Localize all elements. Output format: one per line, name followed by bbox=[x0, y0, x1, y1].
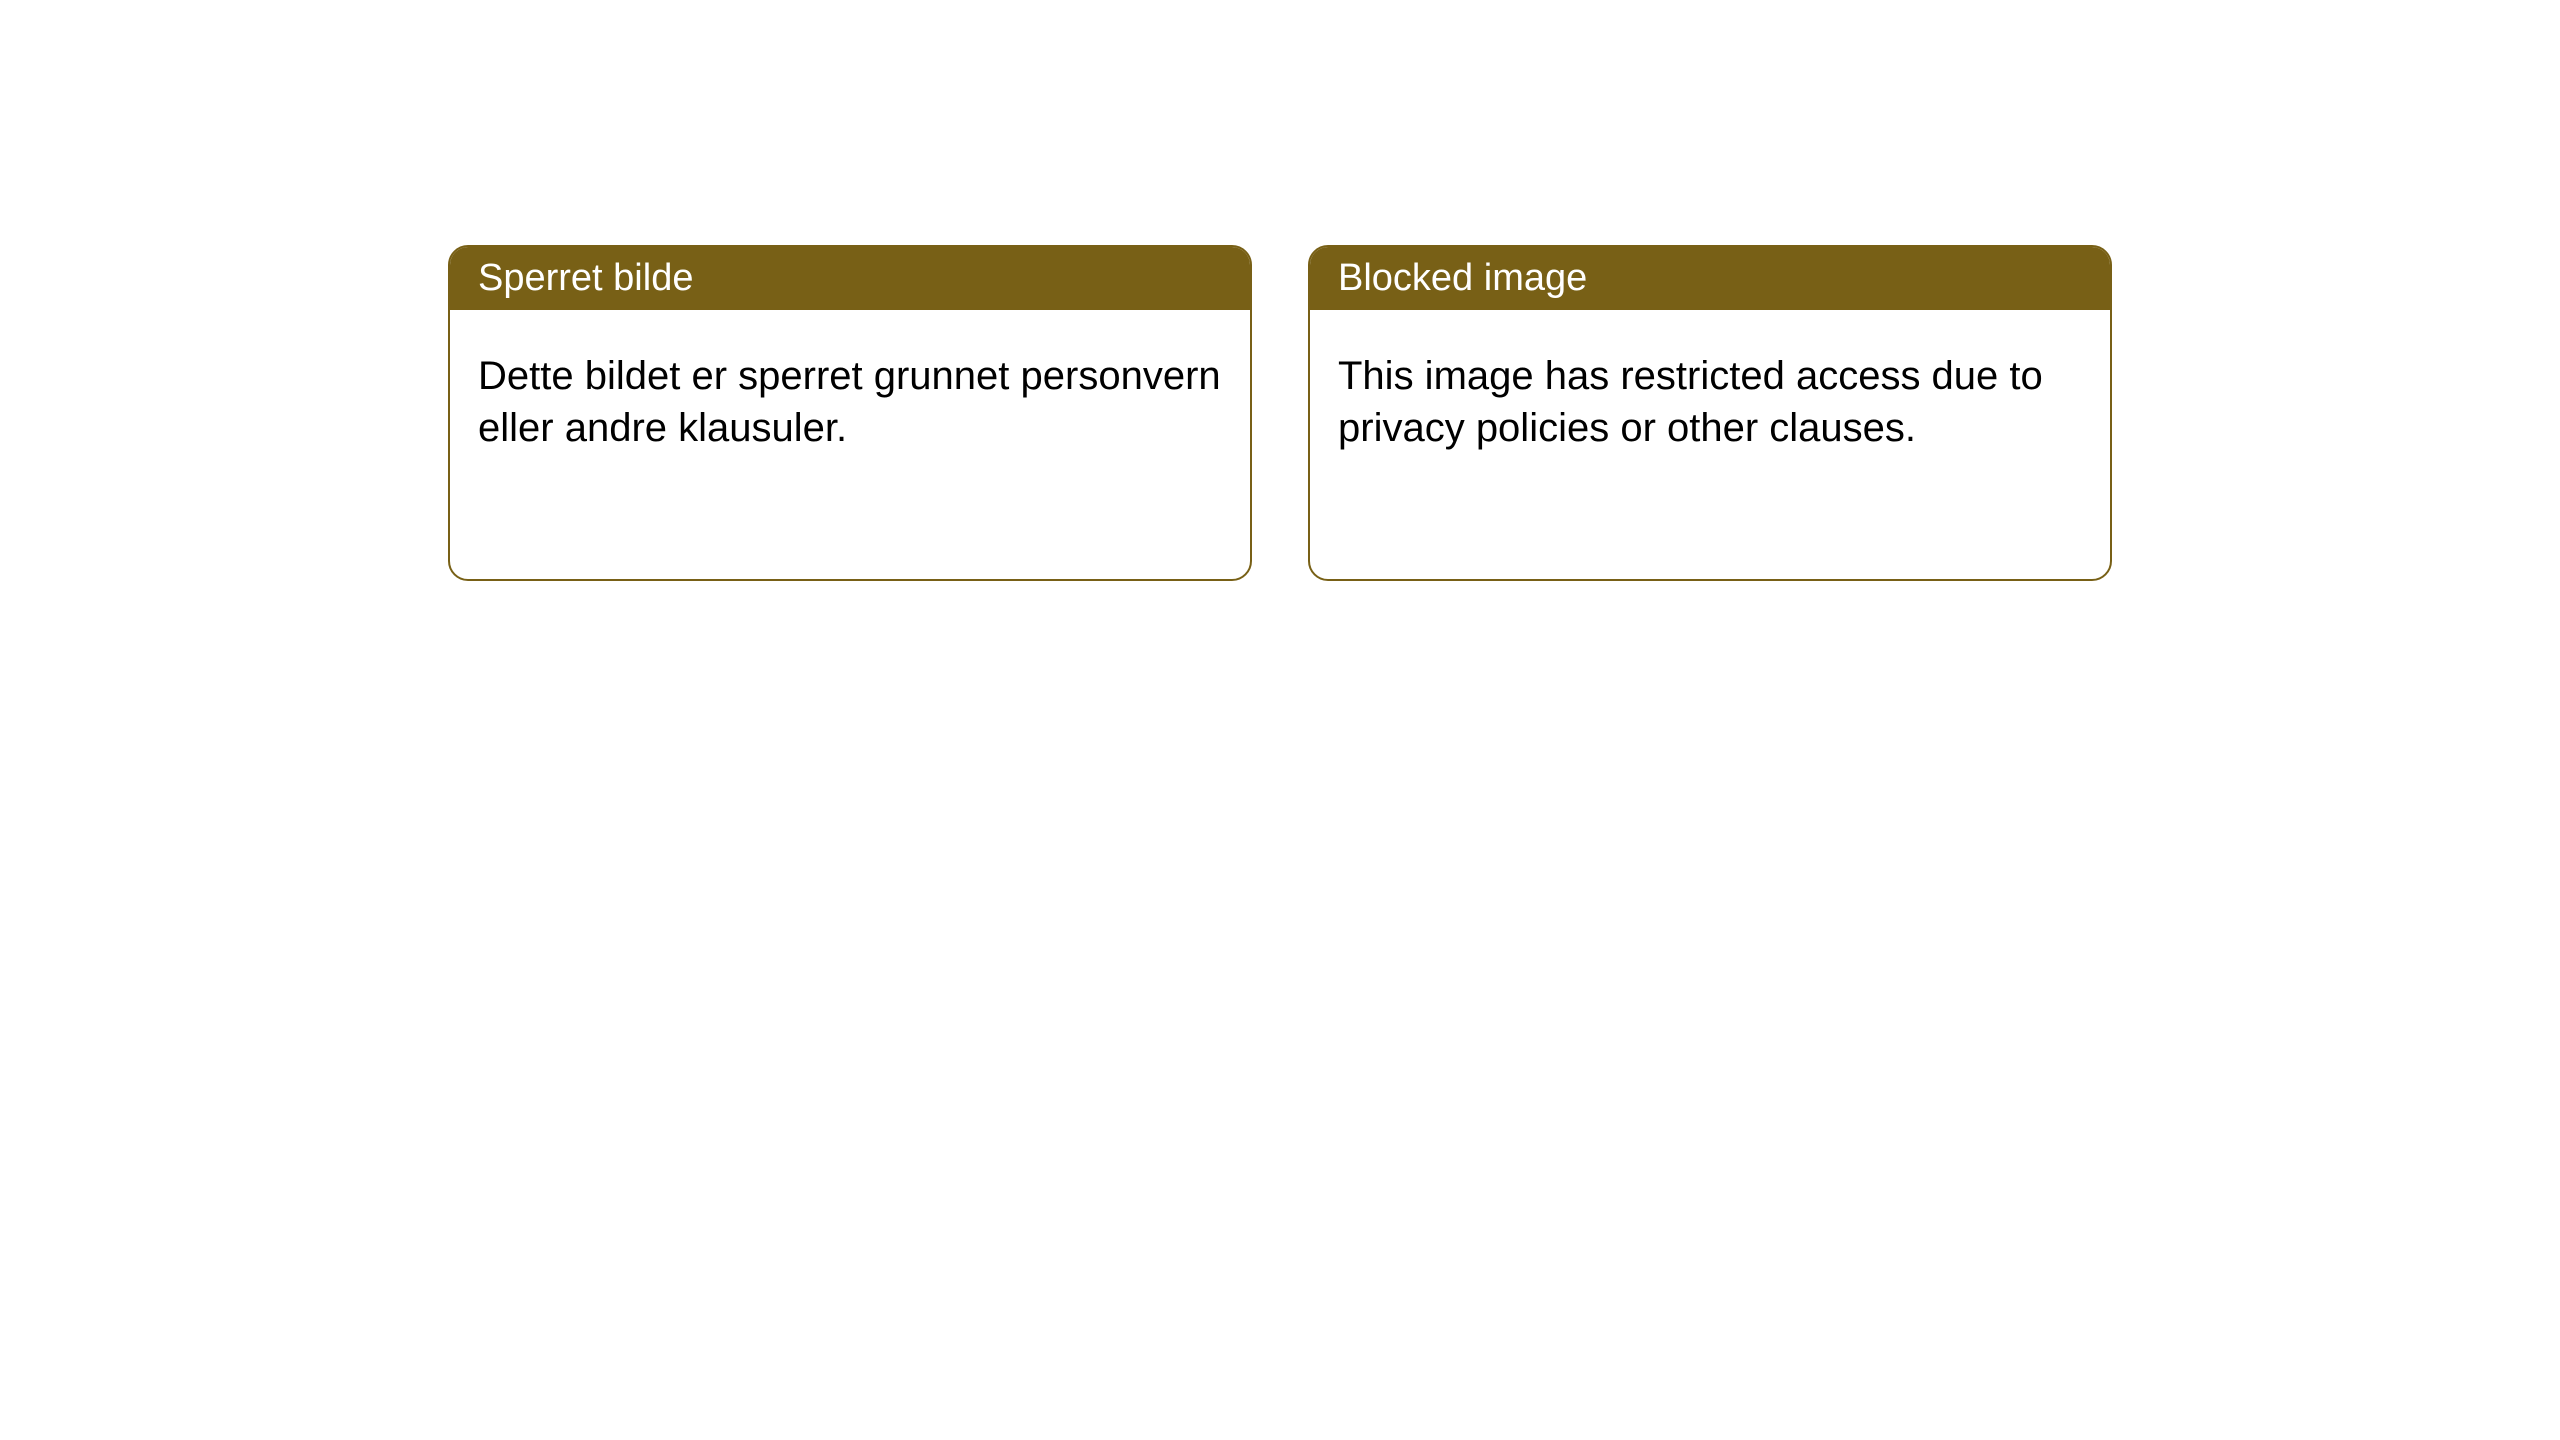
notice-card-body: This image has restricted access due to … bbox=[1310, 310, 2110, 494]
notice-container: Sperret bilde Dette bildet er sperret gr… bbox=[448, 245, 2112, 581]
notice-card-english: Blocked image This image has restricted … bbox=[1308, 245, 2112, 581]
notice-card-title: Sperret bilde bbox=[450, 247, 1250, 310]
notice-card-norwegian: Sperret bilde Dette bildet er sperret gr… bbox=[448, 245, 1252, 581]
notice-card-title: Blocked image bbox=[1310, 247, 2110, 310]
notice-card-body: Dette bildet er sperret grunnet personve… bbox=[450, 310, 1250, 494]
